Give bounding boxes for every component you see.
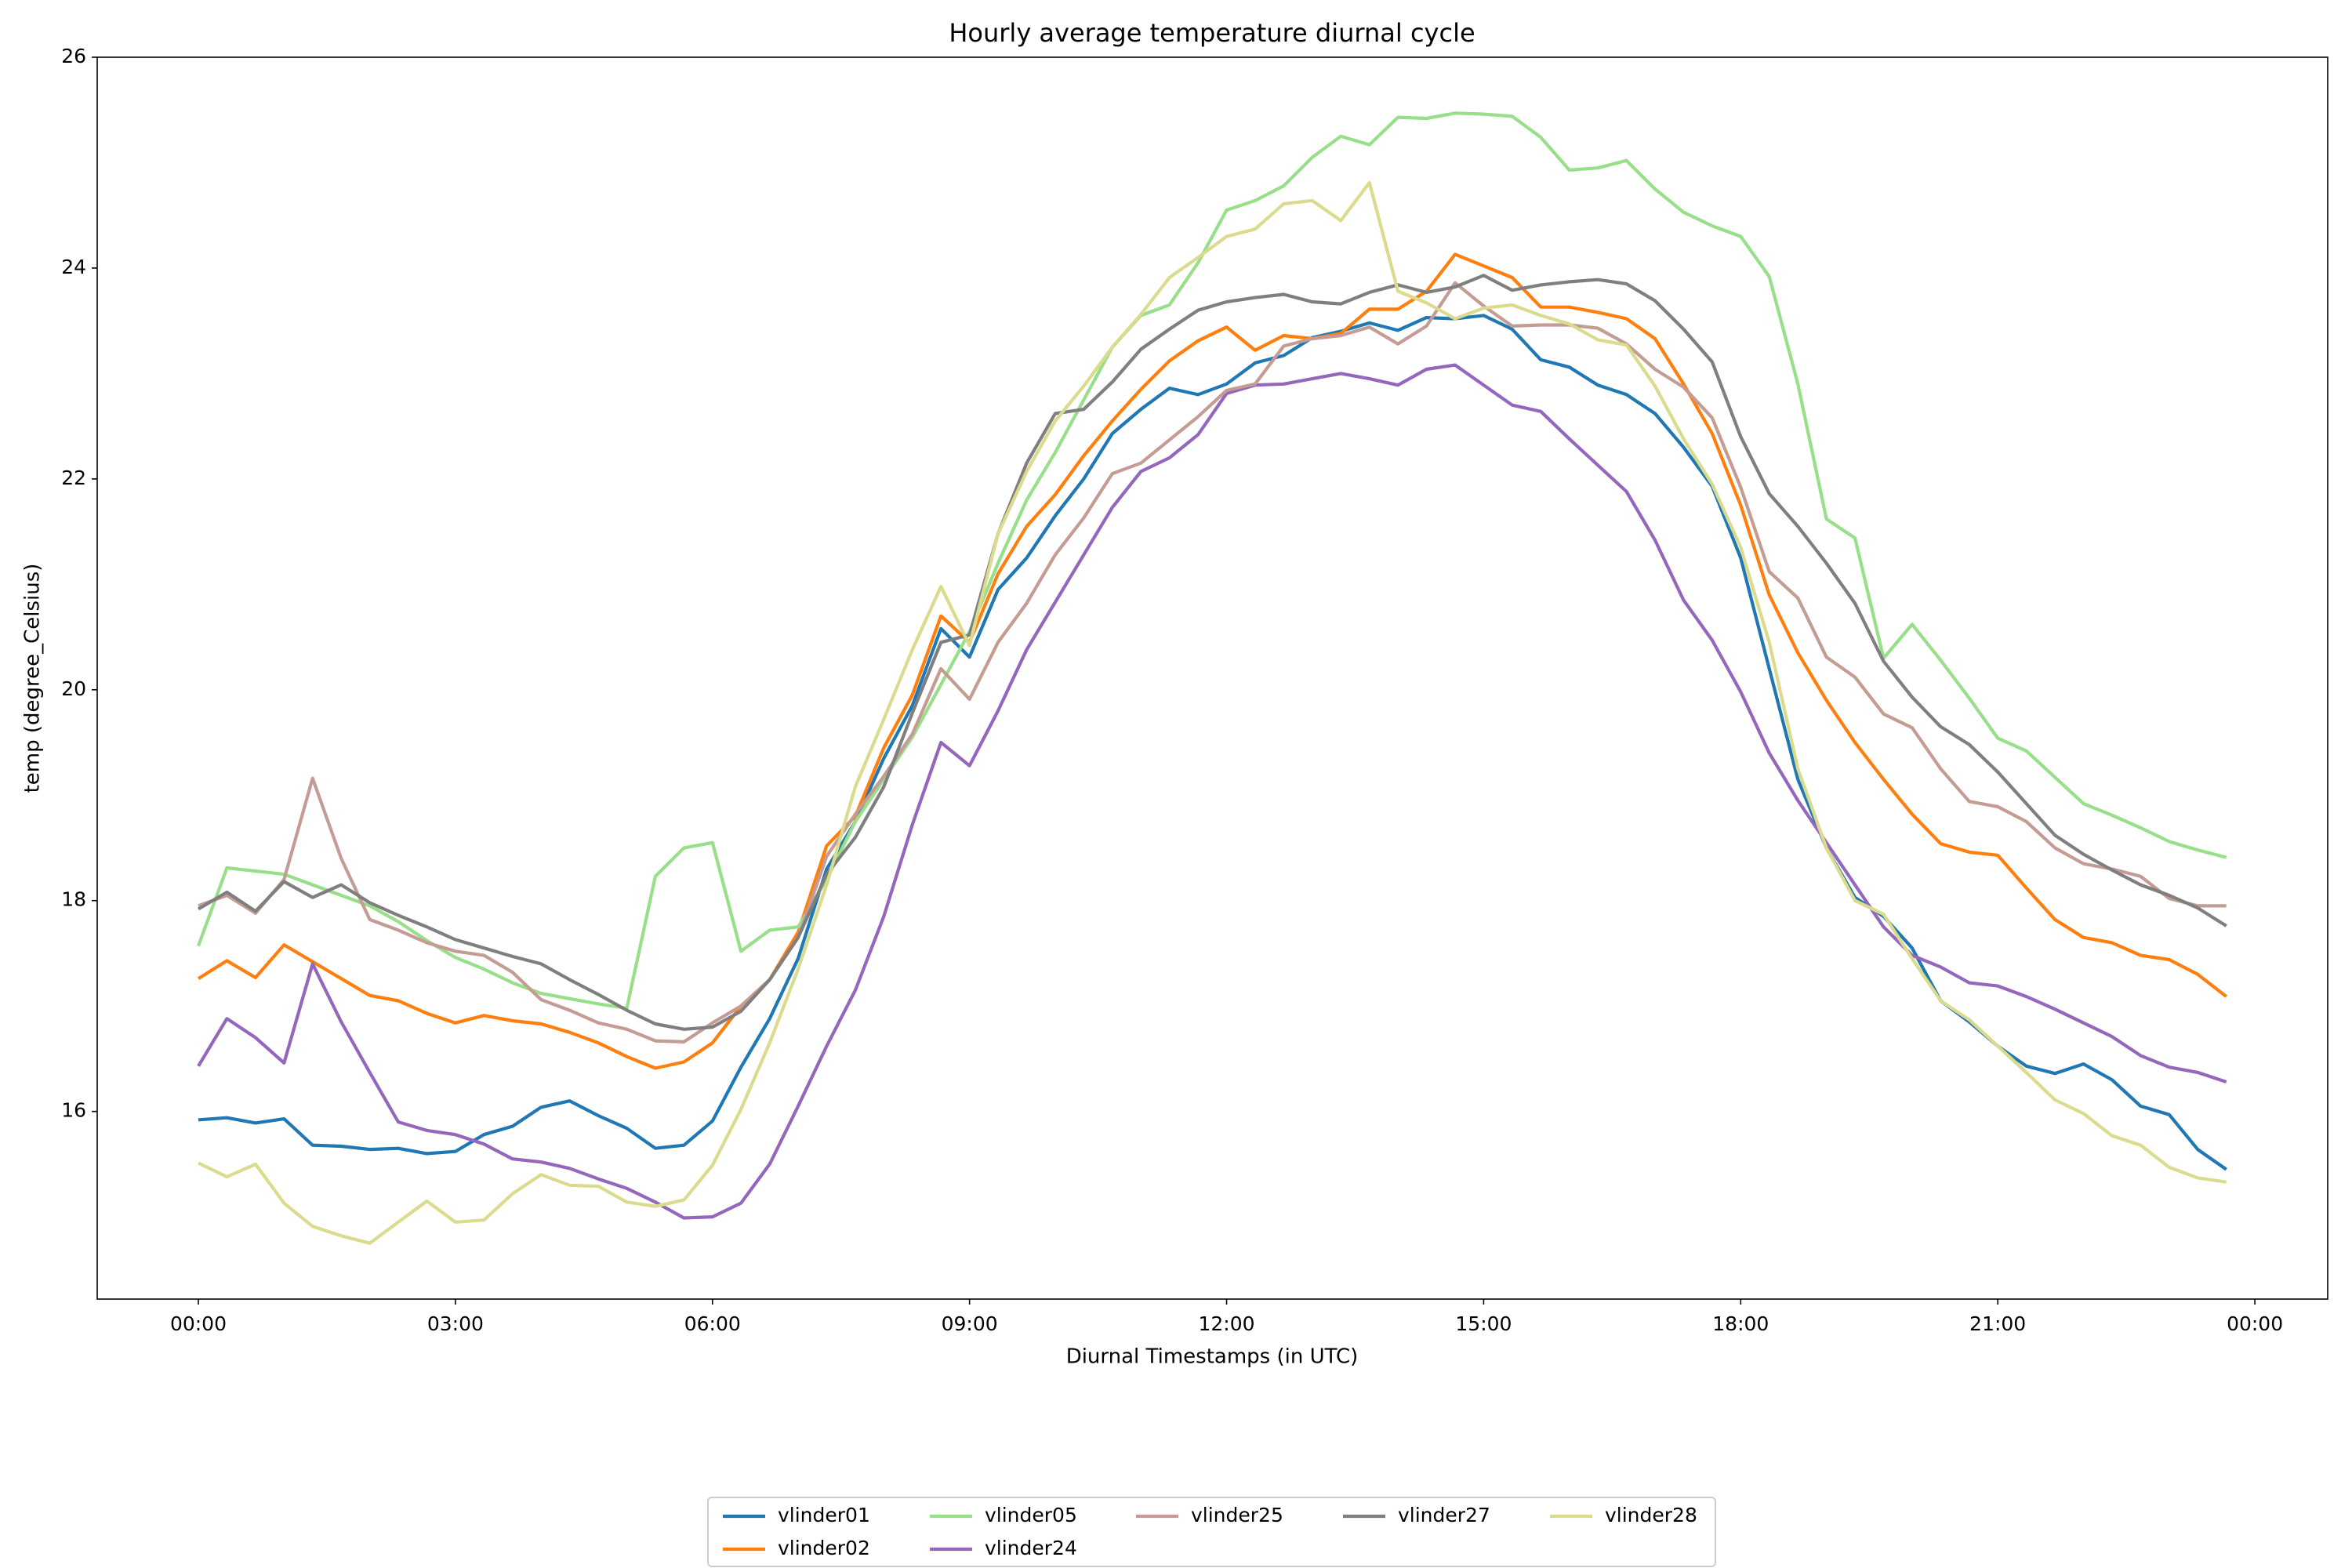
series-line [197, 363, 2227, 1220]
x-tick-label: 00:00 [2227, 1312, 2283, 1335]
plot-frame [96, 56, 2328, 1300]
chart-title: Hourly average temperature diurnal cycle [949, 18, 1475, 48]
series-line [198, 180, 2227, 1245]
x-axis-label: Diurnal Timestamps (in UTC) [1066, 1345, 1359, 1369]
x-tick-label: 09:00 [942, 1312, 998, 1335]
y-tick-label: 26 [61, 45, 86, 67]
legend-label: vlinder01 [778, 1504, 870, 1526]
y-tick-label: 22 [61, 466, 86, 489]
legend-label: vlinder02 [778, 1537, 870, 1559]
x-tick-label: 06:00 [684, 1312, 741, 1335]
series-line [197, 252, 2227, 1070]
y-tick-label: 20 [61, 677, 86, 700]
y-tick-label: 24 [61, 256, 86, 278]
x-tick-label: 00:00 [170, 1312, 227, 1335]
x-tick-label: 03:00 [427, 1312, 484, 1335]
series-line [198, 281, 2227, 1044]
y-axis-label: temp (degree_Celsius) [21, 564, 45, 793]
series-line [197, 111, 2227, 1010]
x-tick-label: 15:00 [1455, 1312, 1512, 1335]
legend-label: vlinder28 [1605, 1504, 1697, 1526]
series-line [197, 274, 2227, 1031]
x-tick-label: 12:00 [1199, 1312, 1255, 1335]
x-tick-label: 18:00 [1712, 1312, 1769, 1335]
legend-label: vlinder05 [985, 1504, 1077, 1526]
legend-label: vlinder27 [1398, 1504, 1490, 1526]
x-tick-label: 21:00 [1969, 1312, 2026, 1335]
y-tick-label: 16 [61, 1099, 86, 1122]
legend-label: vlinder25 [1191, 1504, 1283, 1526]
y-tick-label: 18 [61, 888, 86, 911]
legend-label: vlinder24 [985, 1537, 1077, 1559]
